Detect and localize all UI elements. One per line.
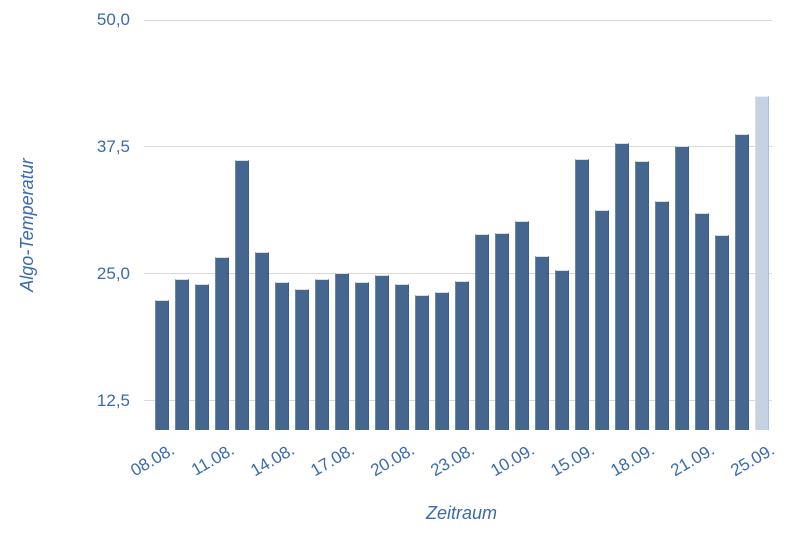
bar[interactable] xyxy=(455,280,469,430)
x-tick-label: 08.08. xyxy=(127,440,178,481)
bar[interactable] xyxy=(295,288,309,430)
bar[interactable] xyxy=(695,212,709,430)
bar[interactable] xyxy=(335,272,349,430)
x-tick-label: 23.08. xyxy=(427,440,478,481)
bar[interactable] xyxy=(635,161,649,430)
bar[interactable] xyxy=(215,257,229,430)
y-tick-label: 50,0 xyxy=(96,10,130,29)
bar[interactable] xyxy=(575,159,589,430)
x-tick-label: 14.08. xyxy=(247,440,298,481)
y-axis-title: Algo-Temperatur xyxy=(17,158,37,292)
x-tick-label: 25.09. xyxy=(727,440,778,481)
bar[interactable] xyxy=(435,291,449,430)
x-tick-label: 15.09. xyxy=(547,440,598,481)
bar[interactable] xyxy=(555,269,569,430)
bar[interactable] xyxy=(715,235,729,430)
bar[interactable] xyxy=(315,278,329,430)
x-tick-label: 20.08. xyxy=(367,440,418,481)
bar[interactable] xyxy=(375,274,389,430)
bar[interactable] xyxy=(195,283,209,430)
bar[interactable] xyxy=(235,160,249,430)
y-tick-label: 37,5 xyxy=(96,136,130,156)
gridline-37,5 xyxy=(144,146,772,148)
bar[interactable] xyxy=(395,283,409,430)
bar[interactable] xyxy=(175,278,189,430)
bar[interactable] xyxy=(475,234,489,430)
bar[interactable] xyxy=(675,145,689,430)
bar[interactable] xyxy=(495,233,509,430)
x-tick-label: 17.08. xyxy=(307,440,358,481)
gridline-50,0 xyxy=(144,19,772,21)
x-tick-label: 10.09. xyxy=(487,440,538,481)
bar[interactable] xyxy=(595,209,609,430)
x-tick-label: 11.08. xyxy=(188,440,238,480)
bar[interactable] xyxy=(735,133,749,430)
gridline-25,0 xyxy=(144,273,772,275)
bar[interactable] xyxy=(155,300,169,430)
x-tick-label: 18.09. xyxy=(607,440,658,481)
bar[interactable] xyxy=(255,252,269,430)
bar[interactable] xyxy=(415,295,429,430)
bar[interactable] xyxy=(655,200,669,430)
bar[interactable] xyxy=(275,281,289,430)
x-tick-label: 21.09. xyxy=(667,440,718,481)
y-tick-label: 12,5 xyxy=(96,390,130,410)
bar[interactable] xyxy=(515,220,529,430)
bar-highlighted[interactable] xyxy=(755,96,769,430)
bar[interactable] xyxy=(615,142,629,430)
bar[interactable] xyxy=(355,281,369,430)
y-tick-label: 25,0 xyxy=(96,263,130,283)
x-axis-title: Zeitraum xyxy=(425,503,497,523)
bar[interactable] xyxy=(535,256,549,430)
